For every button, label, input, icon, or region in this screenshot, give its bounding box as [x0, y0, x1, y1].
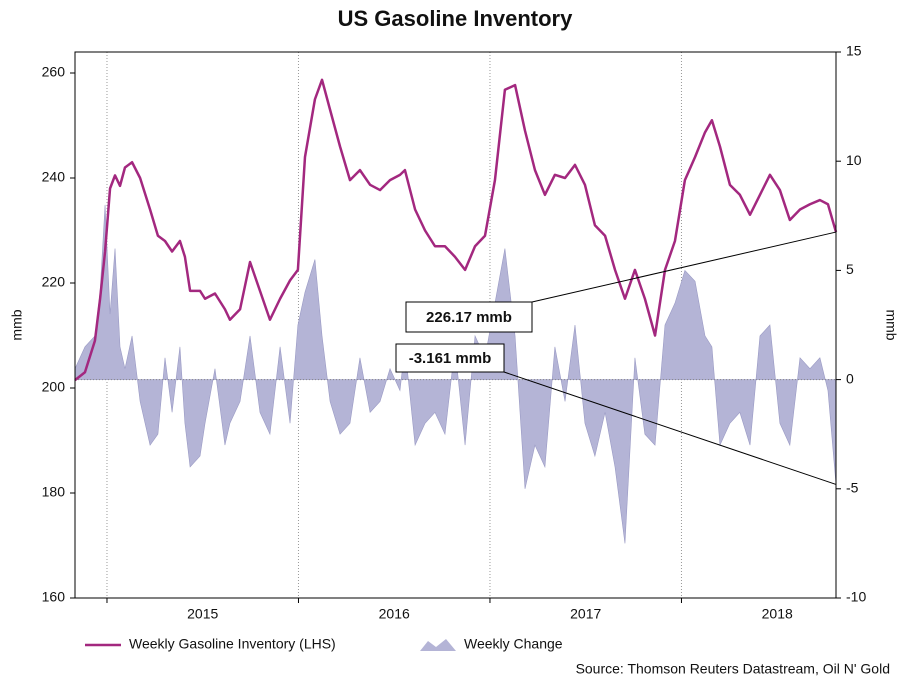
y-tick-label: 180 — [42, 484, 66, 500]
y-tick-label: 240 — [42, 169, 66, 185]
annotation-leader — [531, 231, 837, 303]
y2-axis-label: mmb — [883, 309, 899, 340]
y2-tick-label: 10 — [846, 152, 862, 168]
annotation: 226.17 mmb — [426, 309, 512, 326]
x-tick-label: 2018 — [762, 606, 793, 622]
line — [74, 78, 838, 382]
chart-title: US Gasoline Inventory — [338, 6, 573, 31]
plot-frame — [74, 51, 837, 599]
x-tick-label: 2016 — [379, 606, 410, 622]
y-tick-label: 160 — [42, 589, 66, 605]
legend-swatch — [420, 639, 456, 651]
y-tick-label: 260 — [42, 64, 66, 80]
y2-tick-label: -10 — [846, 589, 866, 605]
x-tick-label: 2015 — [187, 606, 218, 622]
annotation-leader — [503, 371, 837, 485]
x-tick-label: 2017 — [570, 606, 601, 622]
y2-tick-label: 5 — [846, 261, 854, 277]
annotation-box — [405, 301, 533, 333]
legend-label: Weekly Change — [464, 636, 563, 652]
y2-tick-label: 0 — [846, 370, 854, 386]
legend-label: Weekly Gasoline Inventory (LHS) — [129, 636, 336, 652]
y2-tick-label: 15 — [846, 43, 862, 59]
annotation-box — [395, 343, 505, 373]
y2-tick-label: -5 — [846, 480, 859, 496]
y-axis-label: mmb — [9, 309, 25, 340]
source-note: Source: Thomson Reuters Datastream, Oil … — [576, 661, 890, 677]
y-tick-label: 200 — [42, 379, 66, 395]
annotation: -3.161 mmb — [409, 350, 492, 367]
y-tick-label: 220 — [42, 274, 66, 290]
